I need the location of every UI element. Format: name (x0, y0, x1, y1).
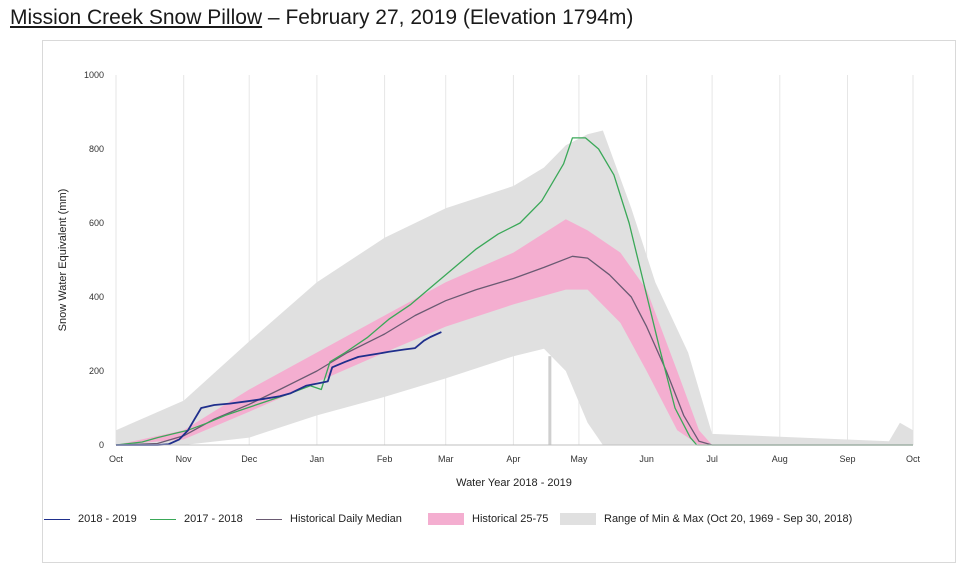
legend-label-band25-75: Historical 25-75 (472, 513, 549, 525)
legend-label-current: 2018 - 2019 (78, 513, 137, 525)
y-tick-label-2: 400 (89, 292, 104, 302)
x-tick-label-5: Mar (438, 454, 454, 464)
station-name: Mission Creek Snow Pillow (10, 6, 263, 29)
legend-item-previous: 2017 - 2018 (150, 513, 243, 525)
band-25-75 (116, 219, 913, 445)
line-median (115, 255, 913, 446)
y-tick-label-3: 600 (89, 218, 104, 228)
legend-item-current: 2018 - 2019 (44, 513, 137, 525)
title-details: – February 27, 2019 (Elevation 1794m) (262, 6, 634, 29)
legend-item-minmax: Range of Min & Max (Oct 20, 1969 - Sep 3… (560, 513, 852, 525)
x-tick-label-9: Jul (706, 454, 718, 464)
x-tick-label-6: Apr (506, 454, 520, 464)
legend-swatch-median (256, 518, 282, 520)
legend-item-median: Historical Daily Median (256, 513, 402, 525)
legend-swatch-minmax (560, 513, 596, 525)
legend-swatch-band25-75 (428, 513, 464, 525)
legend-swatch-current (44, 518, 70, 520)
chart-title: Mission Creek Snow Pillow – February 27,… (10, 6, 633, 30)
x-tick-label-7: May (570, 454, 588, 464)
y-axis-title: Snow Water Equivalent (mm) (57, 189, 69, 332)
x-tick-label-10: Aug (772, 454, 788, 464)
legend-swatch-previous (150, 518, 176, 520)
legend-item-band25-75: Historical 25-75 (428, 513, 548, 525)
line-2018-2019 (116, 331, 442, 446)
axes: Oct Nov Dec Jan Feb Mar Apr May Jun Jul Aug Sep Oct 0… (84, 70, 921, 464)
x-tick-label-0: Oct (109, 454, 124, 464)
series-lines (115, 137, 913, 446)
x-tick-label-4: Feb (377, 454, 393, 464)
chart-frame (42, 40, 956, 563)
x-axis-title: Water Year 2018 - 2019 (456, 477, 572, 489)
x-tick-label-8: Jun (639, 454, 654, 464)
x-tick-label-11: Sep (839, 454, 855, 464)
legend-label-median: Historical Daily Median (290, 513, 402, 525)
legend-label-previous: 2017 - 2018 (184, 513, 243, 525)
x-tick-label-3: Jan (310, 454, 325, 464)
x-tick-label-1: Nov (176, 454, 193, 464)
y-tick-label-4: 800 (89, 144, 104, 154)
y-tick-label-1: 200 (89, 366, 104, 376)
x-tick-label-2: Dec (241, 454, 258, 464)
line-2017-2018 (115, 137, 913, 446)
bands (116, 130, 913, 445)
y-tick-label-0: 0 (99, 440, 104, 450)
minmax-spike (548, 356, 552, 445)
swe-chart: Oct Nov Dec Jan Feb Mar Apr May Jun Jul Aug Sep Oct 0… (57, 70, 921, 489)
y-tick-label-5: 1000 (84, 70, 104, 80)
x-tick-label-12: Oct (906, 454, 921, 464)
legend-label-minmax: Range of Min & Max (Oct 20, 1969 - Sep 3… (604, 513, 853, 525)
